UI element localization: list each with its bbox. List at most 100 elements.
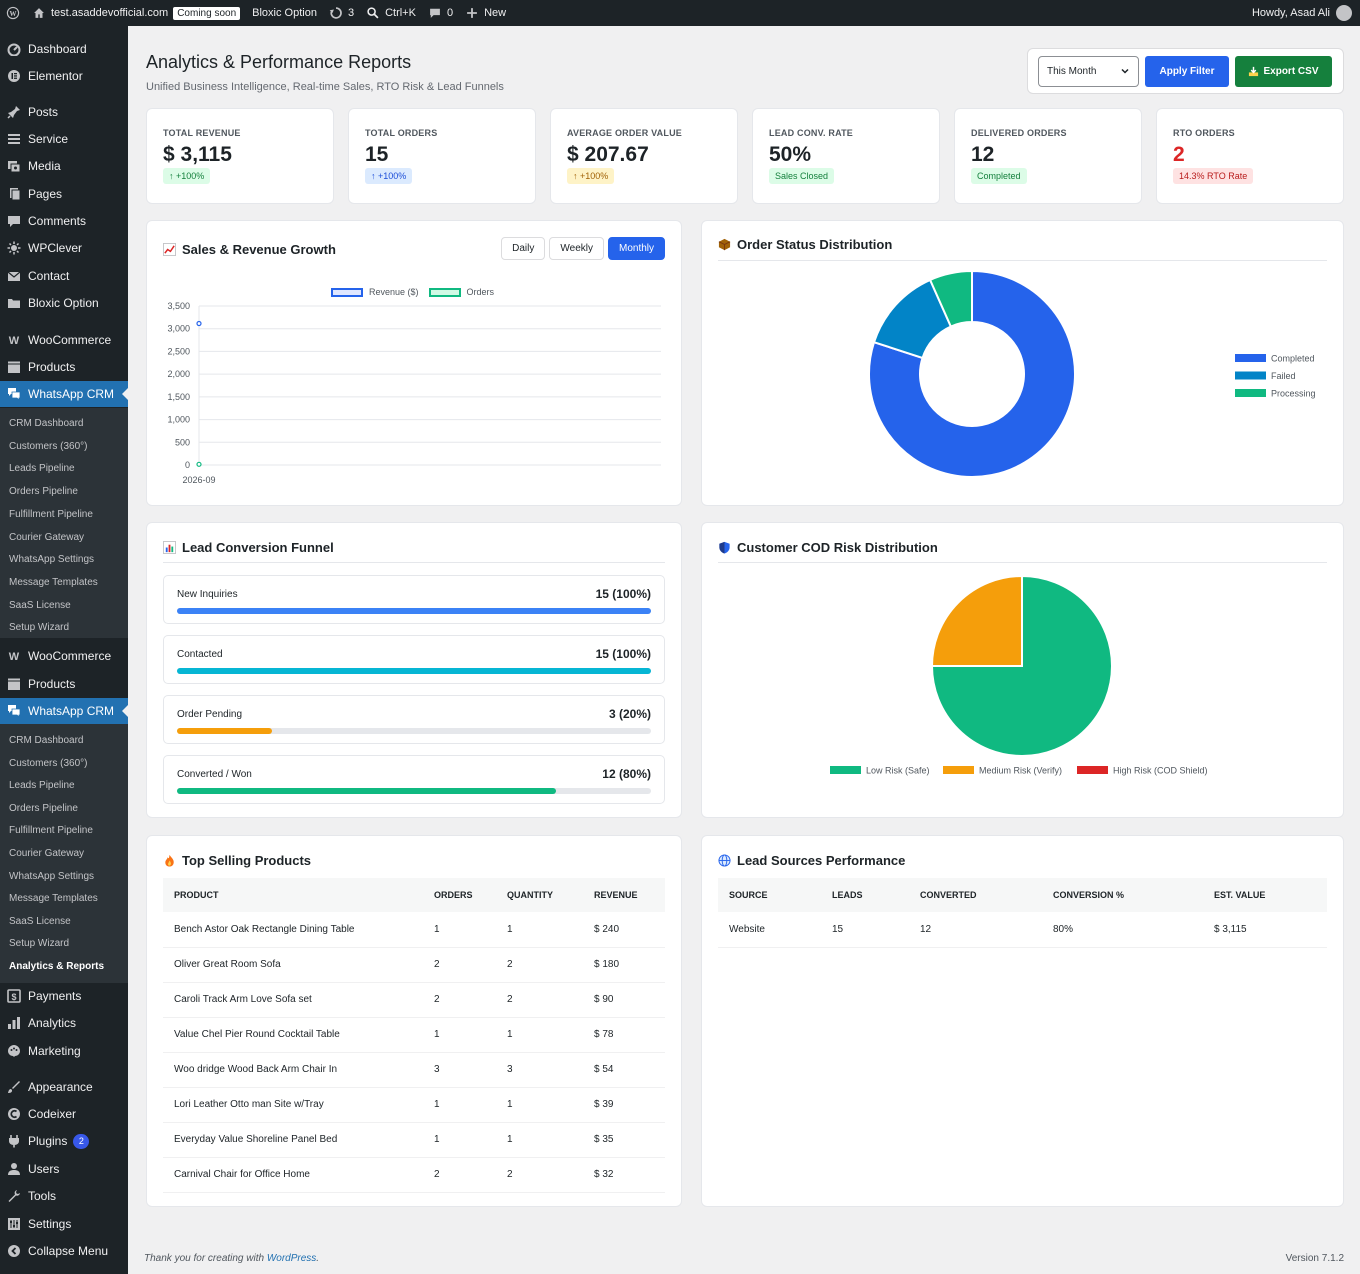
submenu-item-leads-pipeline[interactable]: Leads Pipeline (9, 463, 75, 475)
stat-status-badge: Completed (971, 168, 1027, 184)
stat-value: $ 3,115 (163, 143, 232, 166)
submenu-item-saas-license[interactable]: SaaS License (9, 915, 71, 927)
pages-icon (7, 187, 21, 201)
table-cell: $ 39 (583, 1087, 665, 1123)
submenu-item-leads-pipeline[interactable]: Leads Pipeline (9, 780, 75, 792)
bloxic-option-label: Bloxic Option (252, 7, 317, 19)
bar-chart-icon (163, 541, 176, 554)
legend-label: Failed (1271, 371, 1296, 381)
sidebar-item-dashboard[interactable]: Dashboard (0, 36, 128, 62)
funnel-progress-track (177, 608, 651, 614)
submenu-item-crm-dashboard[interactable]: CRM Dashboard (9, 418, 84, 429)
sidebar-item-settings[interactable]: Settings (0, 1211, 128, 1237)
table-cell: $ 32 (583, 1157, 665, 1193)
period-tabs: Daily Weekly Monthly (501, 237, 665, 260)
table-row: Oliver Great Room Sofa 2 2 $ 180 (163, 947, 665, 983)
tab-weekly[interactable]: Weekly (549, 237, 604, 260)
sidebar-item-codeixer[interactable]: Codeixer (0, 1101, 128, 1127)
sidebar-item-media[interactable]: Media (0, 153, 128, 179)
period-select[interactable]: This Month (1038, 55, 1139, 87)
command-palette-link[interactable]: Ctrl+K (360, 0, 422, 26)
submenu-item-whatsapp-settings[interactable]: WhatsApp Settings (9, 554, 95, 566)
submenu-item-whatsapp-settings[interactable]: WhatsApp Settings (9, 870, 95, 882)
table-cell: 3 (423, 1052, 496, 1088)
submenu-item-customers-360[interactable]: Customers (360°) (9, 440, 88, 452)
sidebar-item-label: Codeixer (28, 1107, 77, 1121)
stat-value: 2 (1173, 143, 1185, 166)
sidebar-item-users[interactable]: Users (0, 1156, 128, 1182)
plus-icon (467, 8, 477, 18)
table-cell: Woo dridge Wood Back Arm Chair In (163, 1052, 423, 1088)
top-products-panel: Top Selling Products PRODUCT ORDERS QUAN… (146, 835, 682, 1207)
updates-link[interactable]: 3 (323, 0, 360, 26)
woocommerce-icon: W (7, 333, 21, 347)
tab-daily[interactable]: Daily (501, 237, 546, 260)
sidebar-item-posts[interactable]: Posts (0, 99, 128, 125)
sidebar-item-analytics[interactable]: Analytics (0, 1010, 128, 1036)
sidebar-item-whatsapp-crm[interactable]: WhatsApp CRM (0, 381, 128, 407)
submenu-item-saas-license[interactable]: SaaS License (9, 599, 71, 611)
sidebar-item-products[interactable]: Products (0, 354, 128, 380)
sales-line-chart: 0 500 1,000 1,500 2,000 2,500 3,000 3,500 2026-0… (167, 301, 661, 485)
stat-card-total-revenue: TOTAL REVENUE $ 3,115 ↑ +100% (146, 108, 334, 204)
funnel-stage-contacted: Contacted 15 (100%) (163, 635, 665, 684)
submenu-item-customers-360[interactable]: Customers (360°) (9, 757, 88, 769)
stat-value: $ 207.67 (567, 143, 649, 166)
legend-label: Medium Risk (Verify) (979, 766, 1062, 776)
wordpress-logo-button[interactable]: W (0, 0, 26, 26)
table-row: Carnival Chair for Office Home 2 2 $ 32 (163, 1157, 665, 1193)
my-account-link[interactable]: Howdy, Asad Ali (1252, 5, 1360, 21)
bloxic-option-link[interactable]: Bloxic Option (246, 0, 323, 26)
site-name-link[interactable]: test.asaddevofficial.com Coming soon (26, 0, 246, 26)
legend-label-revenue: Revenue ($) (369, 287, 419, 297)
sidebar-item-contact[interactable]: Contact (0, 263, 128, 289)
apply-filter-button[interactable]: Apply Filter (1145, 55, 1229, 87)
new-content-link[interactable]: New (459, 0, 512, 26)
submenu-item-courier-gateway[interactable]: Courier Gateway (9, 531, 85, 543)
admin-bar: W test.asaddevofficial.com Coming soon B… (0, 0, 1360, 26)
submenu-item-orders-pipeline[interactable]: Orders Pipeline (9, 486, 78, 498)
submenu-item-message-templates[interactable]: Message Templates (9, 893, 98, 905)
sidebar-item-payments[interactable]: $ Payments (0, 983, 128, 1009)
export-csv-button[interactable]: Export CSV (1235, 55, 1332, 87)
submenu-item-setup-wizard[interactable]: Setup Wizard (9, 938, 70, 950)
tab-monthly[interactable]: Monthly (607, 237, 665, 260)
sidebar-item-bloxic-option[interactable]: Bloxic Option (0, 290, 128, 316)
comments-icon (7, 214, 21, 228)
submenu-item-analytics-reports[interactable]: Analytics & Reports (9, 961, 105, 972)
table-cell: 2 (423, 947, 496, 983)
column-header-product: PRODUCT (163, 878, 423, 912)
trend-chart-icon (163, 243, 176, 256)
products-icon (7, 677, 21, 691)
sidebar-item-appearance[interactable]: Appearance (0, 1074, 128, 1100)
sidebar-item-comments[interactable]: Comments (0, 208, 128, 234)
sidebar-item-tools[interactable]: Tools (0, 1183, 128, 1209)
sidebar-item-collapse-menu[interactable]: Collapse Menu (0, 1238, 128, 1264)
sidebar-item-service[interactable]: Service (0, 126, 128, 152)
sidebar-item-pages[interactable]: Pages (0, 181, 128, 207)
stat-label: TOTAL ORDERS (365, 128, 438, 138)
submenu-item-orders-pipeline[interactable]: Orders Pipeline (9, 802, 78, 814)
submenu-item-crm-dashboard[interactable]: CRM Dashboard (9, 735, 84, 746)
submenu-item-courier-gateway[interactable]: Courier Gateway (9, 848, 85, 859)
submenu-item-setup-wizard[interactable]: Setup Wizard (9, 622, 70, 634)
sidebar-item-marketing[interactable]: Marketing (0, 1038, 128, 1064)
dashboard-icon (7, 42, 21, 56)
sidebar-item-plugins[interactable]: Plugins 2 (0, 1128, 128, 1154)
sidebar-item-label: Posts (28, 105, 59, 119)
table-cell: Lori Leather Otto man Site w/Tray (163, 1087, 423, 1123)
appearance-icon (7, 1080, 21, 1094)
sidebar-item-woocommerce[interactable]: W WooCommerce (0, 643, 128, 669)
comments-link[interactable]: 0 (422, 0, 459, 26)
order-status-panel: Order Status Distribution Completed Faile… (701, 220, 1344, 506)
sidebar-item-elementor[interactable]: Elementor (0, 63, 128, 89)
submenu-item-fulfillment-pipeline[interactable]: Fulfillment Pipeline (9, 825, 93, 837)
wordpress-link[interactable]: WordPress (266, 1253, 317, 1264)
submenu-item-message-templates[interactable]: Message Templates (9, 576, 98, 588)
column-header-converted: CONVERTED (909, 878, 1042, 912)
sidebar-item-woocommerce[interactable]: W WooCommerce (0, 327, 128, 353)
submenu-item-fulfillment-pipeline[interactable]: Fulfillment Pipeline (9, 508, 93, 520)
sidebar-item-wpclever[interactable]: WPClever (0, 235, 128, 261)
sidebar-item-products[interactable]: Products (0, 671, 128, 697)
sidebar-item-whatsapp-crm[interactable]: WhatsApp CRM (0, 698, 128, 724)
